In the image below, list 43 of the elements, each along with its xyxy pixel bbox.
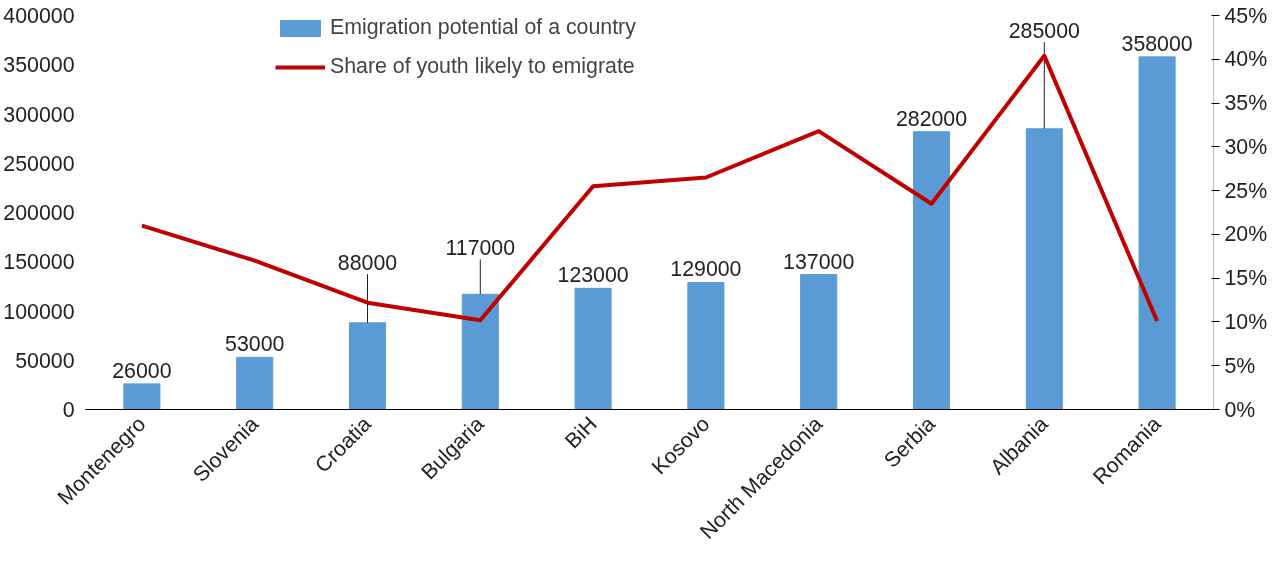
data-label: 358000 <box>1121 31 1193 56</box>
legend-label: Share of youth likely to emigrate <box>330 54 635 79</box>
y-tick-label: 250000 <box>3 151 75 176</box>
y-tick-label: 0 <box>62 398 75 422</box>
data-label: 285000 <box>1008 18 1081 43</box>
y2-tick-label: 30% <box>1224 134 1268 159</box>
bar <box>236 356 274 410</box>
y2-tick-label: 25% <box>1224 178 1268 203</box>
bar <box>461 293 499 410</box>
y2-tick-label: 5% <box>1224 353 1256 378</box>
bar <box>687 281 725 410</box>
y2-tick-label: 20% <box>1224 222 1268 247</box>
data-label: 26000 <box>112 358 172 383</box>
y-tick-label: 150000 <box>3 250 75 275</box>
y-tick-label: 50000 <box>15 348 75 373</box>
bar <box>912 131 951 410</box>
y2-tick-label: 15% <box>1224 266 1268 291</box>
y2-tick-label: 40% <box>1224 47 1268 72</box>
data-label: 88000 <box>337 251 398 276</box>
bar <box>1025 128 1063 410</box>
data-label: 117000 <box>445 236 516 261</box>
y-tick-label: 300000 <box>3 102 75 127</box>
bar <box>1138 56 1176 410</box>
data-label: 129000 <box>670 257 742 282</box>
data-label: 137000 <box>783 249 855 274</box>
y-tick-label: 400000 <box>3 4 75 28</box>
y-tick-label: 350000 <box>3 53 75 78</box>
y2-tick-label: 0% <box>1224 397 1256 422</box>
bar <box>348 322 387 410</box>
data-label: 123000 <box>557 263 629 288</box>
y-tick-label: 200000 <box>3 201 75 225</box>
y2-tick-label: 35% <box>1224 91 1268 116</box>
legend-label: Emigration potential of a country <box>330 15 636 40</box>
data-label: 282000 <box>895 106 968 131</box>
bar <box>574 287 612 410</box>
line-series <box>139 53 1160 324</box>
y2-tick-label: 10% <box>1224 309 1268 334</box>
x-tick-label: BiH <box>560 412 602 454</box>
data-label: 53000 <box>225 332 285 357</box>
bar <box>123 383 161 410</box>
y-tick-label: 100000 <box>3 299 75 324</box>
y2-tick-label: 45% <box>1224 3 1268 28</box>
bar <box>800 274 838 410</box>
